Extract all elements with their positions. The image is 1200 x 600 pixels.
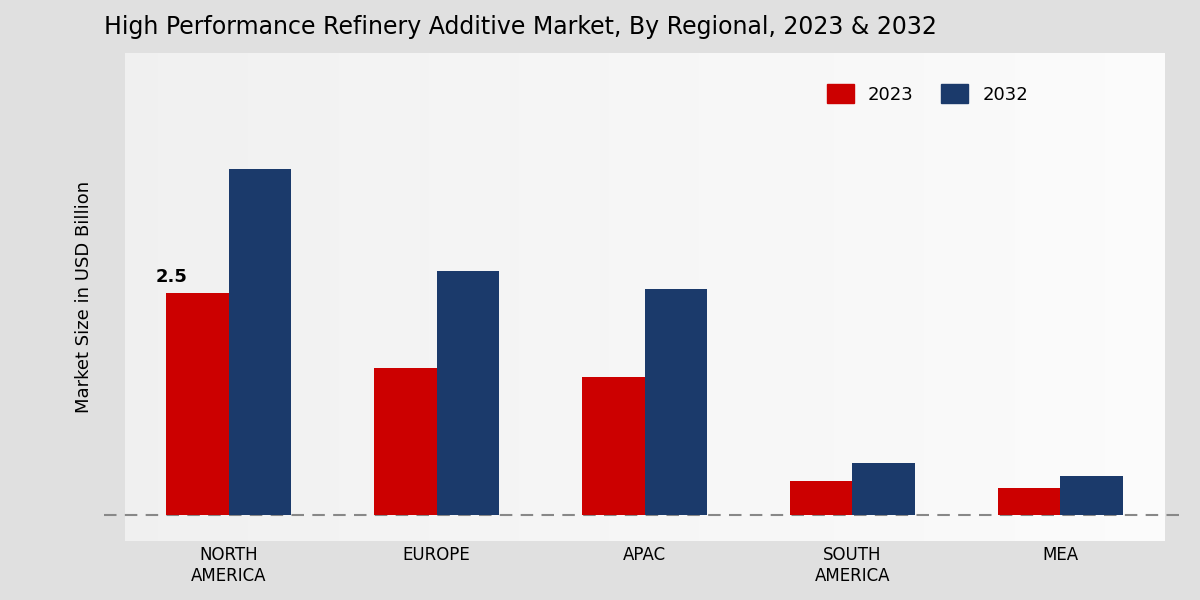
Text: High Performance Refinery Additive Market, By Regional, 2023 & 2032: High Performance Refinery Additive Marke… [104,15,937,39]
Bar [998,488,1061,515]
Bar [790,481,852,515]
Bar [852,463,914,515]
Bar [1061,476,1123,515]
Bar [229,169,292,515]
Text: 2.5: 2.5 [155,268,187,286]
Bar [582,377,644,515]
Bar [167,293,229,515]
Y-axis label: Market Size in USD Billion: Market Size in USD Billion [74,181,94,413]
Bar [374,368,437,515]
Bar [437,271,499,515]
Bar [644,289,707,515]
Legend: 2023, 2032: 2023, 2032 [820,77,1036,111]
